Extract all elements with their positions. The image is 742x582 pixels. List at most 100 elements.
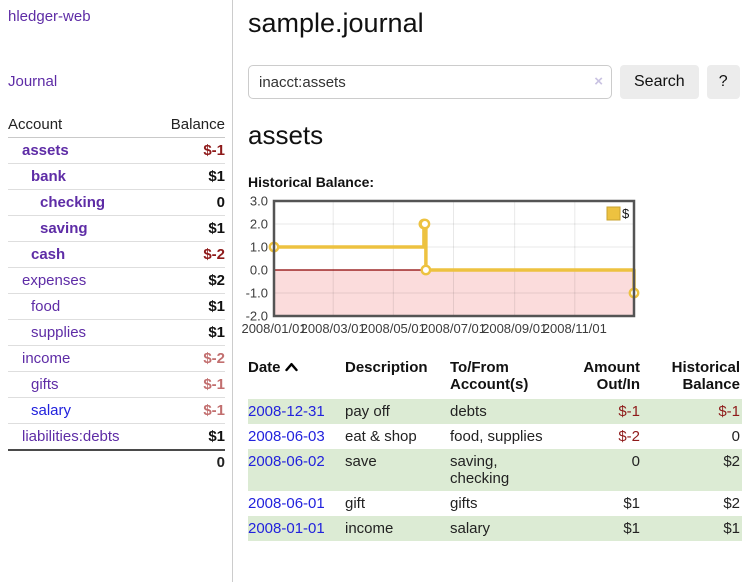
account-balance: $-2 xyxy=(154,345,225,372)
account-link[interactable]: bank xyxy=(31,168,67,185)
account-balance: $1 xyxy=(154,163,225,190)
transaction-amount: $1 xyxy=(555,516,648,541)
transaction-accounts: debts xyxy=(450,399,555,424)
transaction-balance: $2 xyxy=(648,449,742,491)
transaction-description: pay off xyxy=(345,399,450,424)
transaction-accounts: food, supplies xyxy=(450,428,543,445)
nav-journal-link[interactable]: Journal xyxy=(8,73,58,90)
account-balance: $-2 xyxy=(154,241,225,268)
svg-text:2008/11/01: 2008/11/01 xyxy=(543,321,607,336)
transaction-row[interactable]: 2008-06-02 save saving, checking 0 $2 xyxy=(248,449,742,491)
account-balance: $-1 xyxy=(154,371,225,398)
register-header-amount: Amount Out/In xyxy=(583,359,640,393)
account-balance: $1 xyxy=(154,319,225,346)
transaction-balance: $2 xyxy=(723,495,740,512)
transaction-row[interactable]: 2008-06-01 gift gifts $1 $2 xyxy=(248,491,742,516)
account-link[interactable]: income xyxy=(22,350,71,367)
transaction-row[interactable]: 2008-12-31 pay off debts $-1 $-1 xyxy=(248,399,742,424)
svg-text:2008/01/01: 2008/01/01 xyxy=(241,321,306,336)
main-content: sample.journal × Search ? assets Histori… xyxy=(233,0,742,582)
svg-text:1.0: 1.0 xyxy=(250,240,268,255)
account-link[interactable]: food xyxy=(31,298,61,315)
account-balance: $-1 xyxy=(154,397,225,424)
transaction-date-link[interactable]: 2008-01-01 xyxy=(248,520,325,537)
svg-text:-2.0: -2.0 xyxy=(246,309,268,324)
account-link[interactable]: cash xyxy=(31,246,66,263)
sidebar-nav: Journal xyxy=(8,73,225,91)
account-link[interactable]: checking xyxy=(40,194,106,211)
search-input[interactable] xyxy=(248,65,612,99)
transaction-description: eat & shop xyxy=(345,428,417,445)
transaction-description: gift xyxy=(345,495,366,512)
transaction-accounts: gifts xyxy=(450,495,478,512)
account-balance: 0 xyxy=(154,189,225,216)
register-table: Date Description To/From Account(s) Amou… xyxy=(248,357,742,541)
transaction-date-link[interactable]: 2008-06-02 xyxy=(248,453,325,470)
register-header-balance: Historical Balance xyxy=(671,359,740,393)
svg-text:2008/09/01: 2008/09/01 xyxy=(482,321,547,336)
account-link[interactable]: liabilities:debts xyxy=(22,428,120,445)
accounts-total-value: 0 xyxy=(154,449,225,474)
search-bar: × Search ? xyxy=(248,65,742,99)
account-balance: $2 xyxy=(154,267,225,294)
transaction-amount: $1 xyxy=(623,495,640,512)
account-row: cash $-2 xyxy=(8,241,225,268)
svg-text:2008/07/01: 2008/07/01 xyxy=(421,321,486,336)
account-link[interactable]: supplies xyxy=(31,324,87,341)
account-row: income $-2 xyxy=(8,345,225,372)
account-link[interactable]: salary xyxy=(31,402,72,419)
account-row: salary $-1 xyxy=(8,397,225,424)
account-link[interactable]: saving xyxy=(40,220,88,237)
register-header-accounts: To/From Account(s) xyxy=(450,359,529,393)
chart-title: Historical Balance: xyxy=(248,174,375,190)
account-row: liabilities:debts $1 xyxy=(8,423,225,450)
brand-link[interactable]: hledger-web xyxy=(8,8,91,25)
page-title: sample.journal xyxy=(248,8,424,38)
accounts-header-balance: Balance xyxy=(154,112,225,138)
svg-text:-1.0: -1.0 xyxy=(246,286,268,301)
accounts-total-row: 0 xyxy=(8,449,225,474)
accounts-table: Account Balance assets $-1 bank $1 checking 0… xyxy=(8,112,225,474)
transaction-amount: $-2 xyxy=(618,428,640,445)
sort-ascending-icon xyxy=(284,359,298,376)
brand: hledger-web xyxy=(8,8,225,26)
account-row: saving $1 xyxy=(8,215,225,242)
historical-balance-chart: $ -2.0 -1.0 0.0 1.0 2.0 3.0 2008/01/01 2008/03/0… xyxy=(241,194,742,341)
transaction-row[interactable]: 2008-01-01 income salary $1 $1 xyxy=(248,516,742,541)
account-balance: $1 xyxy=(154,423,225,450)
svg-text:2.0: 2.0 xyxy=(250,217,268,232)
account-heading: assets xyxy=(248,120,324,150)
transaction-accounts: saving, checking xyxy=(450,449,555,491)
transaction-date-link[interactable]: 2008-06-01 xyxy=(248,495,325,512)
account-row: gifts $-1 xyxy=(8,371,225,398)
account-row: supplies $1 xyxy=(8,319,225,346)
account-row: food $1 xyxy=(8,293,225,320)
register-header-date[interactable]: Date xyxy=(248,357,345,399)
svg-text:2008/05/01: 2008/05/01 xyxy=(361,321,426,336)
transaction-balance: $1 xyxy=(648,516,742,541)
account-balance: $1 xyxy=(154,215,225,242)
sidebar: hledger-web Journal Account Balance asse… xyxy=(0,0,233,582)
account-row: checking 0 xyxy=(8,189,225,216)
account-row: bank $1 xyxy=(8,163,225,190)
account-link[interactable]: gifts xyxy=(31,376,59,393)
accounts-header-account: Account xyxy=(8,112,155,138)
account-link[interactable]: expenses xyxy=(22,272,87,289)
svg-text:$: $ xyxy=(622,206,630,221)
transaction-date-link[interactable]: 2008-06-03 xyxy=(248,428,325,445)
transaction-row[interactable]: 2008-06-03 eat & shop food, supplies $-2 0 xyxy=(248,424,742,449)
help-button[interactable]: ? xyxy=(706,65,740,99)
account-balance: $-1 xyxy=(203,142,225,159)
transaction-description: save xyxy=(345,449,450,491)
clear-search-icon[interactable]: × xyxy=(594,73,603,90)
transaction-balance: $-1 xyxy=(648,399,742,424)
transaction-description: income xyxy=(345,516,450,541)
svg-text:3.0: 3.0 xyxy=(250,194,268,209)
svg-text:0.0: 0.0 xyxy=(250,263,268,278)
account-balance: $1 xyxy=(154,293,225,320)
register-header-description: Description xyxy=(345,359,428,376)
search-button[interactable]: Search xyxy=(620,65,699,99)
account-link[interactable]: assets xyxy=(22,142,69,159)
transaction-date-link[interactable]: 2008-12-31 xyxy=(248,403,325,420)
